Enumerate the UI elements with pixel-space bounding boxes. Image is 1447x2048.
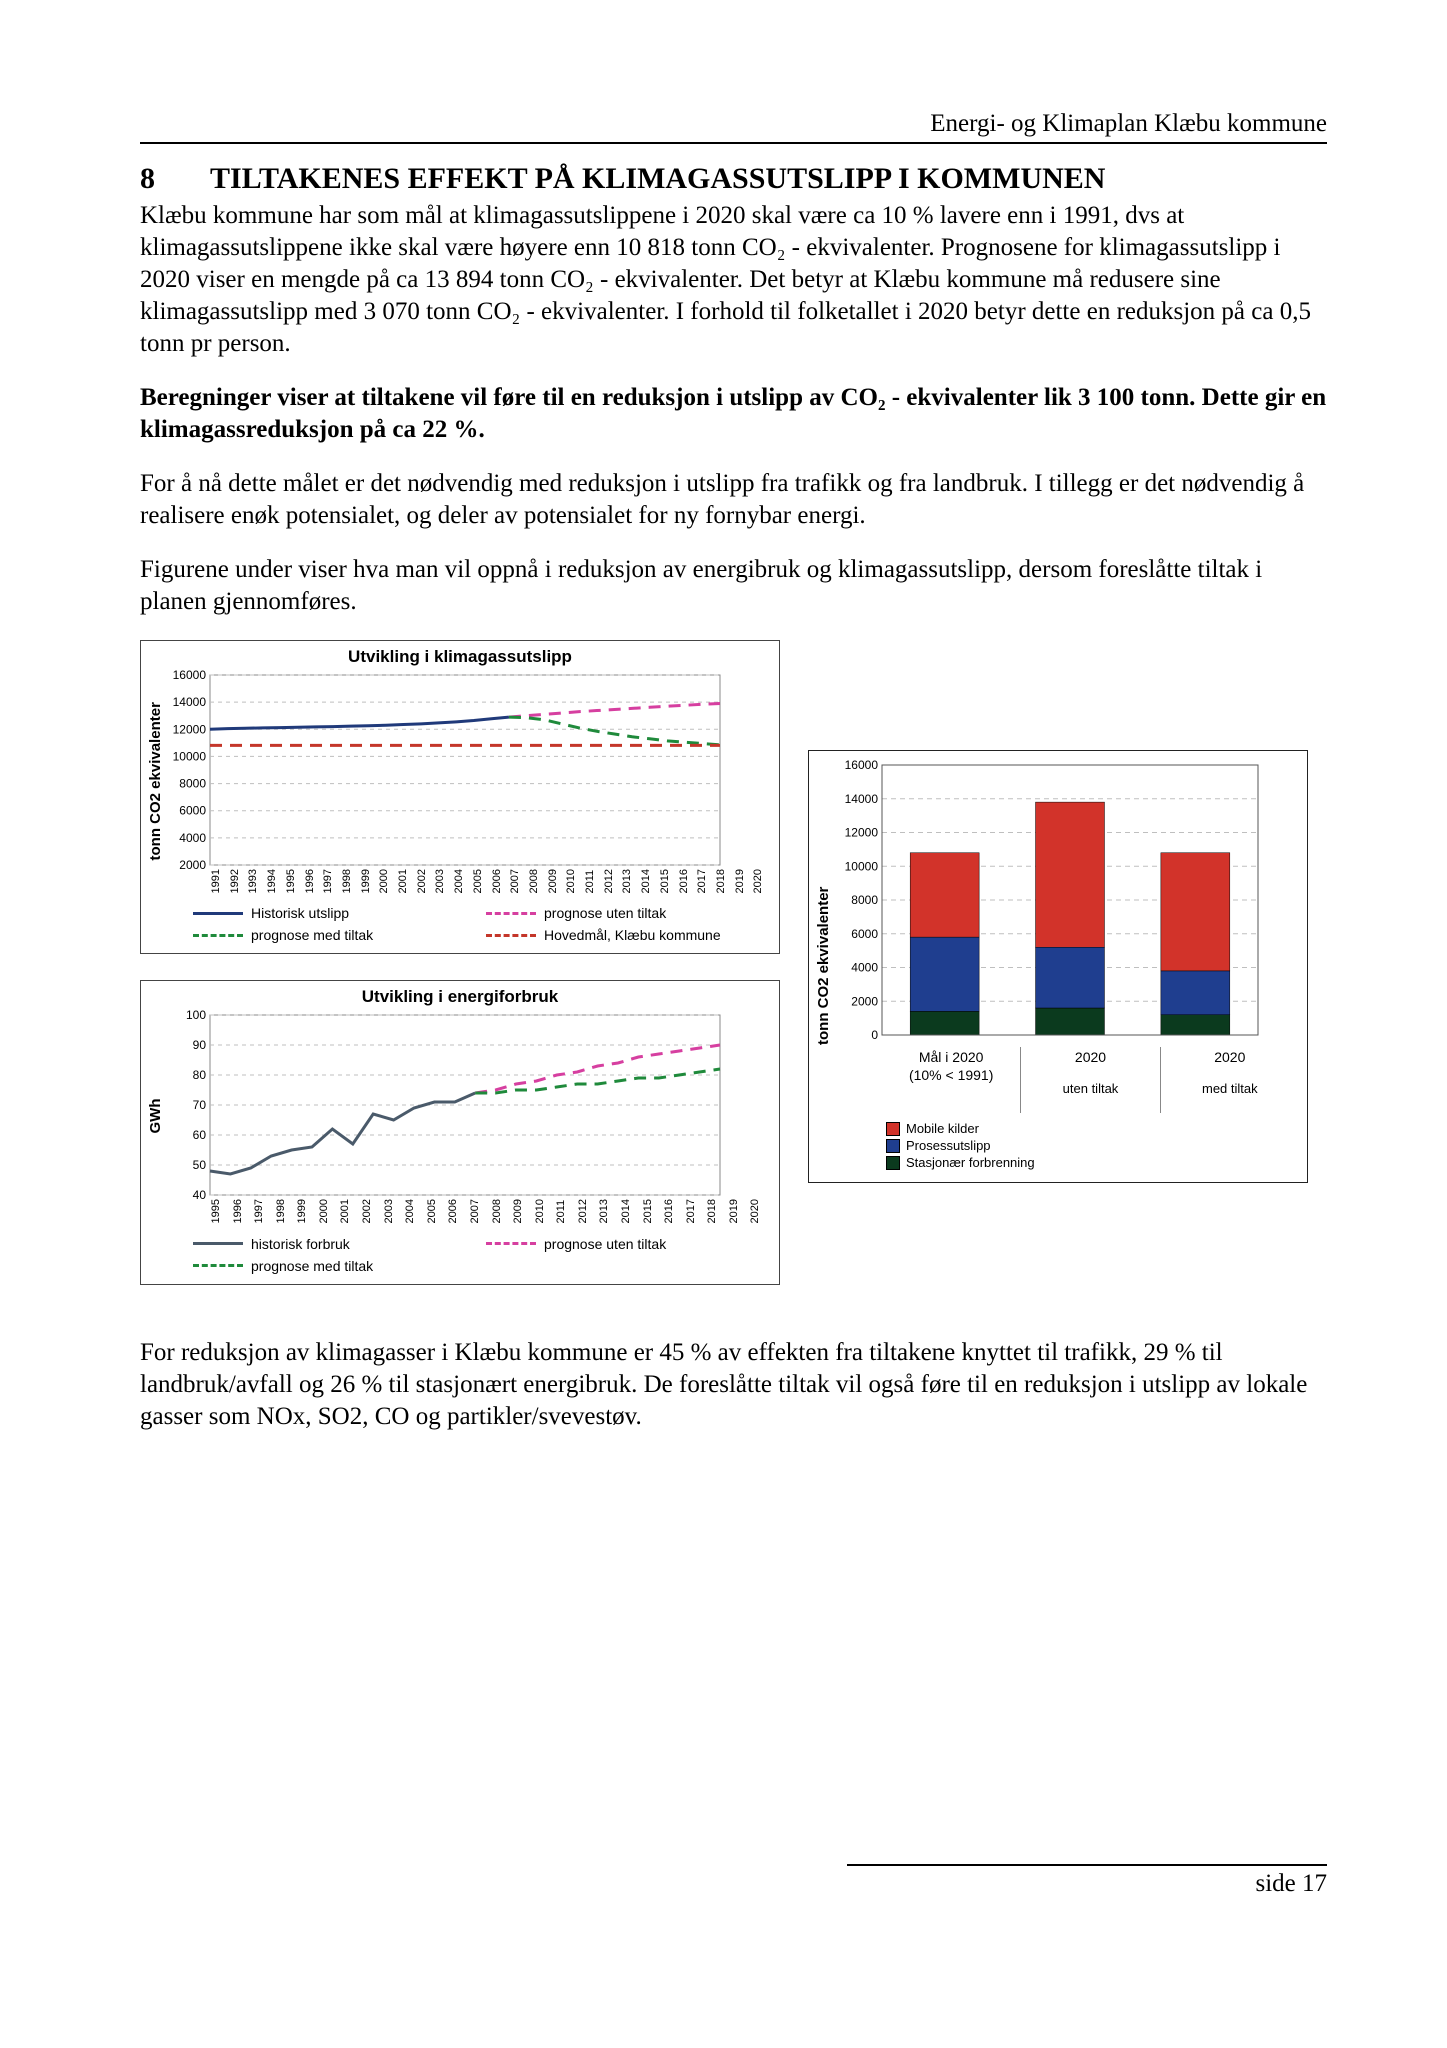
svg-text:8000: 8000 — [851, 893, 878, 907]
section-number: 8 — [140, 162, 210, 196]
chart2-legend: historisk forbrukprognose uten tiltakpro… — [141, 1228, 779, 1284]
svg-text:2000: 2000 — [851, 994, 878, 1008]
svg-text:14000: 14000 — [845, 792, 879, 806]
chart-klimagass: Utvikling i klimagassutslipp tonn CO2 ek… — [140, 640, 780, 954]
footer-text: side 17 — [847, 1864, 1327, 1898]
svg-text:14000: 14000 — [173, 695, 207, 709]
chart-energi: Utvikling i energiforbruk GWh 40 50 60 70 80… — [140, 980, 780, 1284]
chart2-xticks: 1995199619971998199920002001200220032004… — [166, 1199, 771, 1223]
svg-text:16000: 16000 — [845, 759, 879, 772]
page-header: Energi- og Klimaplan Klæbu kommune — [140, 110, 1327, 144]
svg-text:80: 80 — [193, 1068, 207, 1082]
svg-text:4000: 4000 — [179, 831, 206, 845]
svg-text:40: 40 — [193, 1188, 207, 1199]
paragraph-2: For å nå dette målet er det nødvendig me… — [140, 468, 1327, 532]
chart1-plot: 2000 4000 6000 8000 10000 12000 14000 16000 — [166, 669, 726, 869]
chart1-ylabel: tonn CO2 ekvivalenter — [145, 669, 166, 893]
section-title-text: TILTAKENES EFFEKT PÅ KLIMAGASSUTSLIPP I … — [210, 162, 1105, 195]
chart1-legend: Historisk utslippprognose uten tiltakpro… — [141, 897, 779, 953]
svg-text:90: 90 — [193, 1038, 207, 1052]
svg-text:70: 70 — [193, 1098, 207, 1112]
chart2-plot: 40 50 60 70 80 90 100 — [166, 1009, 726, 1199]
svg-text:12000: 12000 — [845, 826, 879, 840]
paragraph-3: Figurene under viser hva man vil oppnå i… — [140, 554, 1327, 618]
chart-bars: tonn CO2 ekvivalenter 0 2000 4000 6000 8000 1… — [808, 750, 1308, 1183]
svg-text:12000: 12000 — [173, 722, 207, 736]
chart3-legend: Mobile kilderProsessutslippStasjonær for… — [834, 1113, 1299, 1170]
chart2-title: Utvikling i energiforbruk — [141, 981, 779, 1009]
paragraph-4: For reduksjon av klimagasser i Klæbu kom… — [140, 1337, 1327, 1433]
svg-text:8000: 8000 — [179, 777, 206, 791]
section-heading: 8TILTAKENES EFFEKT PÅ KLIMAGASSUTSLIPP I… — [140, 162, 1327, 196]
svg-text:16000: 16000 — [173, 669, 207, 682]
chart2-ylabel: GWh — [145, 1009, 166, 1223]
svg-text:100: 100 — [186, 1009, 206, 1022]
svg-text:4000: 4000 — [851, 961, 878, 975]
chart3-xlabels: Mål i 2020(10% < 1991)2020uten tiltak202… — [834, 1047, 1299, 1113]
chart1-title: Utvikling i klimagassutslipp — [141, 641, 779, 669]
svg-text:6000: 6000 — [851, 927, 878, 941]
svg-text:10000: 10000 — [845, 859, 879, 873]
chart3-plot: 0 2000 4000 6000 8000 10000 12000 14000 16000 — [834, 759, 1264, 1039]
chart1-xticks: 1991199219931994199519961997199819992000… — [166, 869, 771, 893]
svg-text:10000: 10000 — [173, 749, 207, 763]
paragraph-1: Klæbu kommune har som mål at klimagassut… — [140, 200, 1327, 360]
page-footer: side 17 — [847, 1864, 1327, 1898]
svg-text:6000: 6000 — [179, 804, 206, 818]
svg-text:50: 50 — [193, 1158, 207, 1172]
svg-text:0: 0 — [871, 1028, 878, 1039]
svg-text:2000: 2000 — [179, 858, 206, 869]
svg-text:60: 60 — [193, 1128, 207, 1142]
paragraph-bold: Beregninger viser at tiltakene vil føre … — [140, 382, 1327, 446]
chart3-ylabel: tonn CO2 ekvivalenter — [813, 759, 834, 1172]
